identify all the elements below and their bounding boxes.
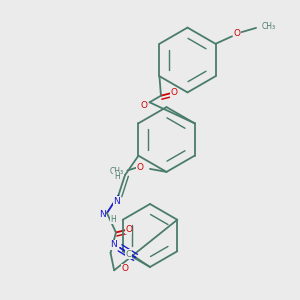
Text: O: O bbox=[125, 225, 132, 234]
Text: O: O bbox=[122, 264, 129, 273]
Text: N: N bbox=[113, 196, 120, 206]
Text: C: C bbox=[126, 250, 132, 259]
Text: O: O bbox=[141, 101, 148, 110]
Text: H: H bbox=[114, 172, 119, 181]
Text: N: N bbox=[110, 240, 117, 249]
Text: CH₃: CH₃ bbox=[262, 22, 276, 31]
Text: O: O bbox=[234, 29, 241, 38]
Text: N: N bbox=[99, 210, 105, 219]
Text: H: H bbox=[110, 215, 116, 224]
Text: O: O bbox=[136, 163, 143, 172]
Text: CH₃: CH₃ bbox=[110, 167, 124, 176]
Text: O: O bbox=[170, 88, 177, 97]
